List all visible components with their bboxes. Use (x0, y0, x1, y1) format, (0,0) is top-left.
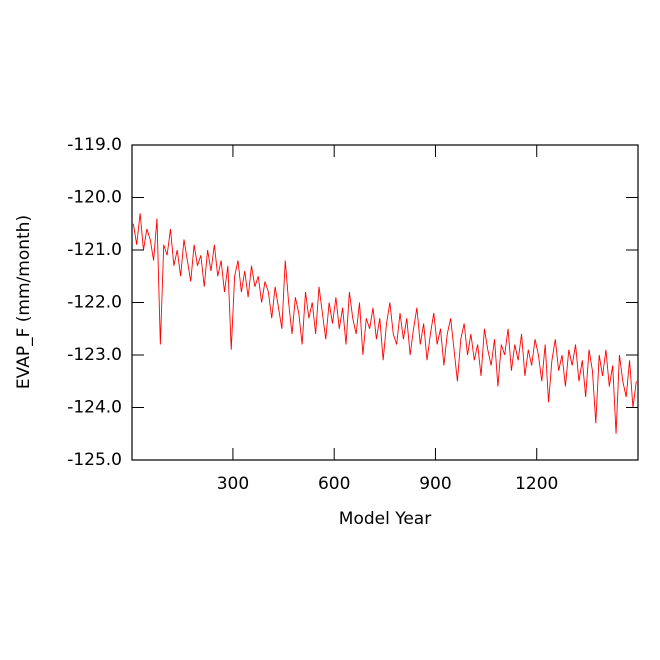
y-tick-label: -119.0 (67, 135, 122, 155)
y-tick-label: -124.0 (67, 398, 122, 418)
data-line (132, 213, 637, 434)
plot-frame (131, 144, 639, 461)
y-tick-label: -125.0 (67, 450, 122, 470)
y-tick-label: -121.0 (67, 240, 122, 260)
y-tick-label: -122.0 (67, 293, 122, 313)
x-axis-label: Model Year (339, 509, 431, 529)
x-tick-label: 900 (419, 474, 451, 494)
y-tick-label: -120.0 (67, 188, 122, 208)
y-tick-label: -123.0 (67, 345, 122, 365)
y-axis-label: EVAP_F (mm/month) (14, 215, 34, 389)
x-tick-label: 1200 (515, 474, 558, 494)
x-tick-label: 300 (217, 474, 249, 494)
x-tick-label: 600 (318, 474, 350, 494)
